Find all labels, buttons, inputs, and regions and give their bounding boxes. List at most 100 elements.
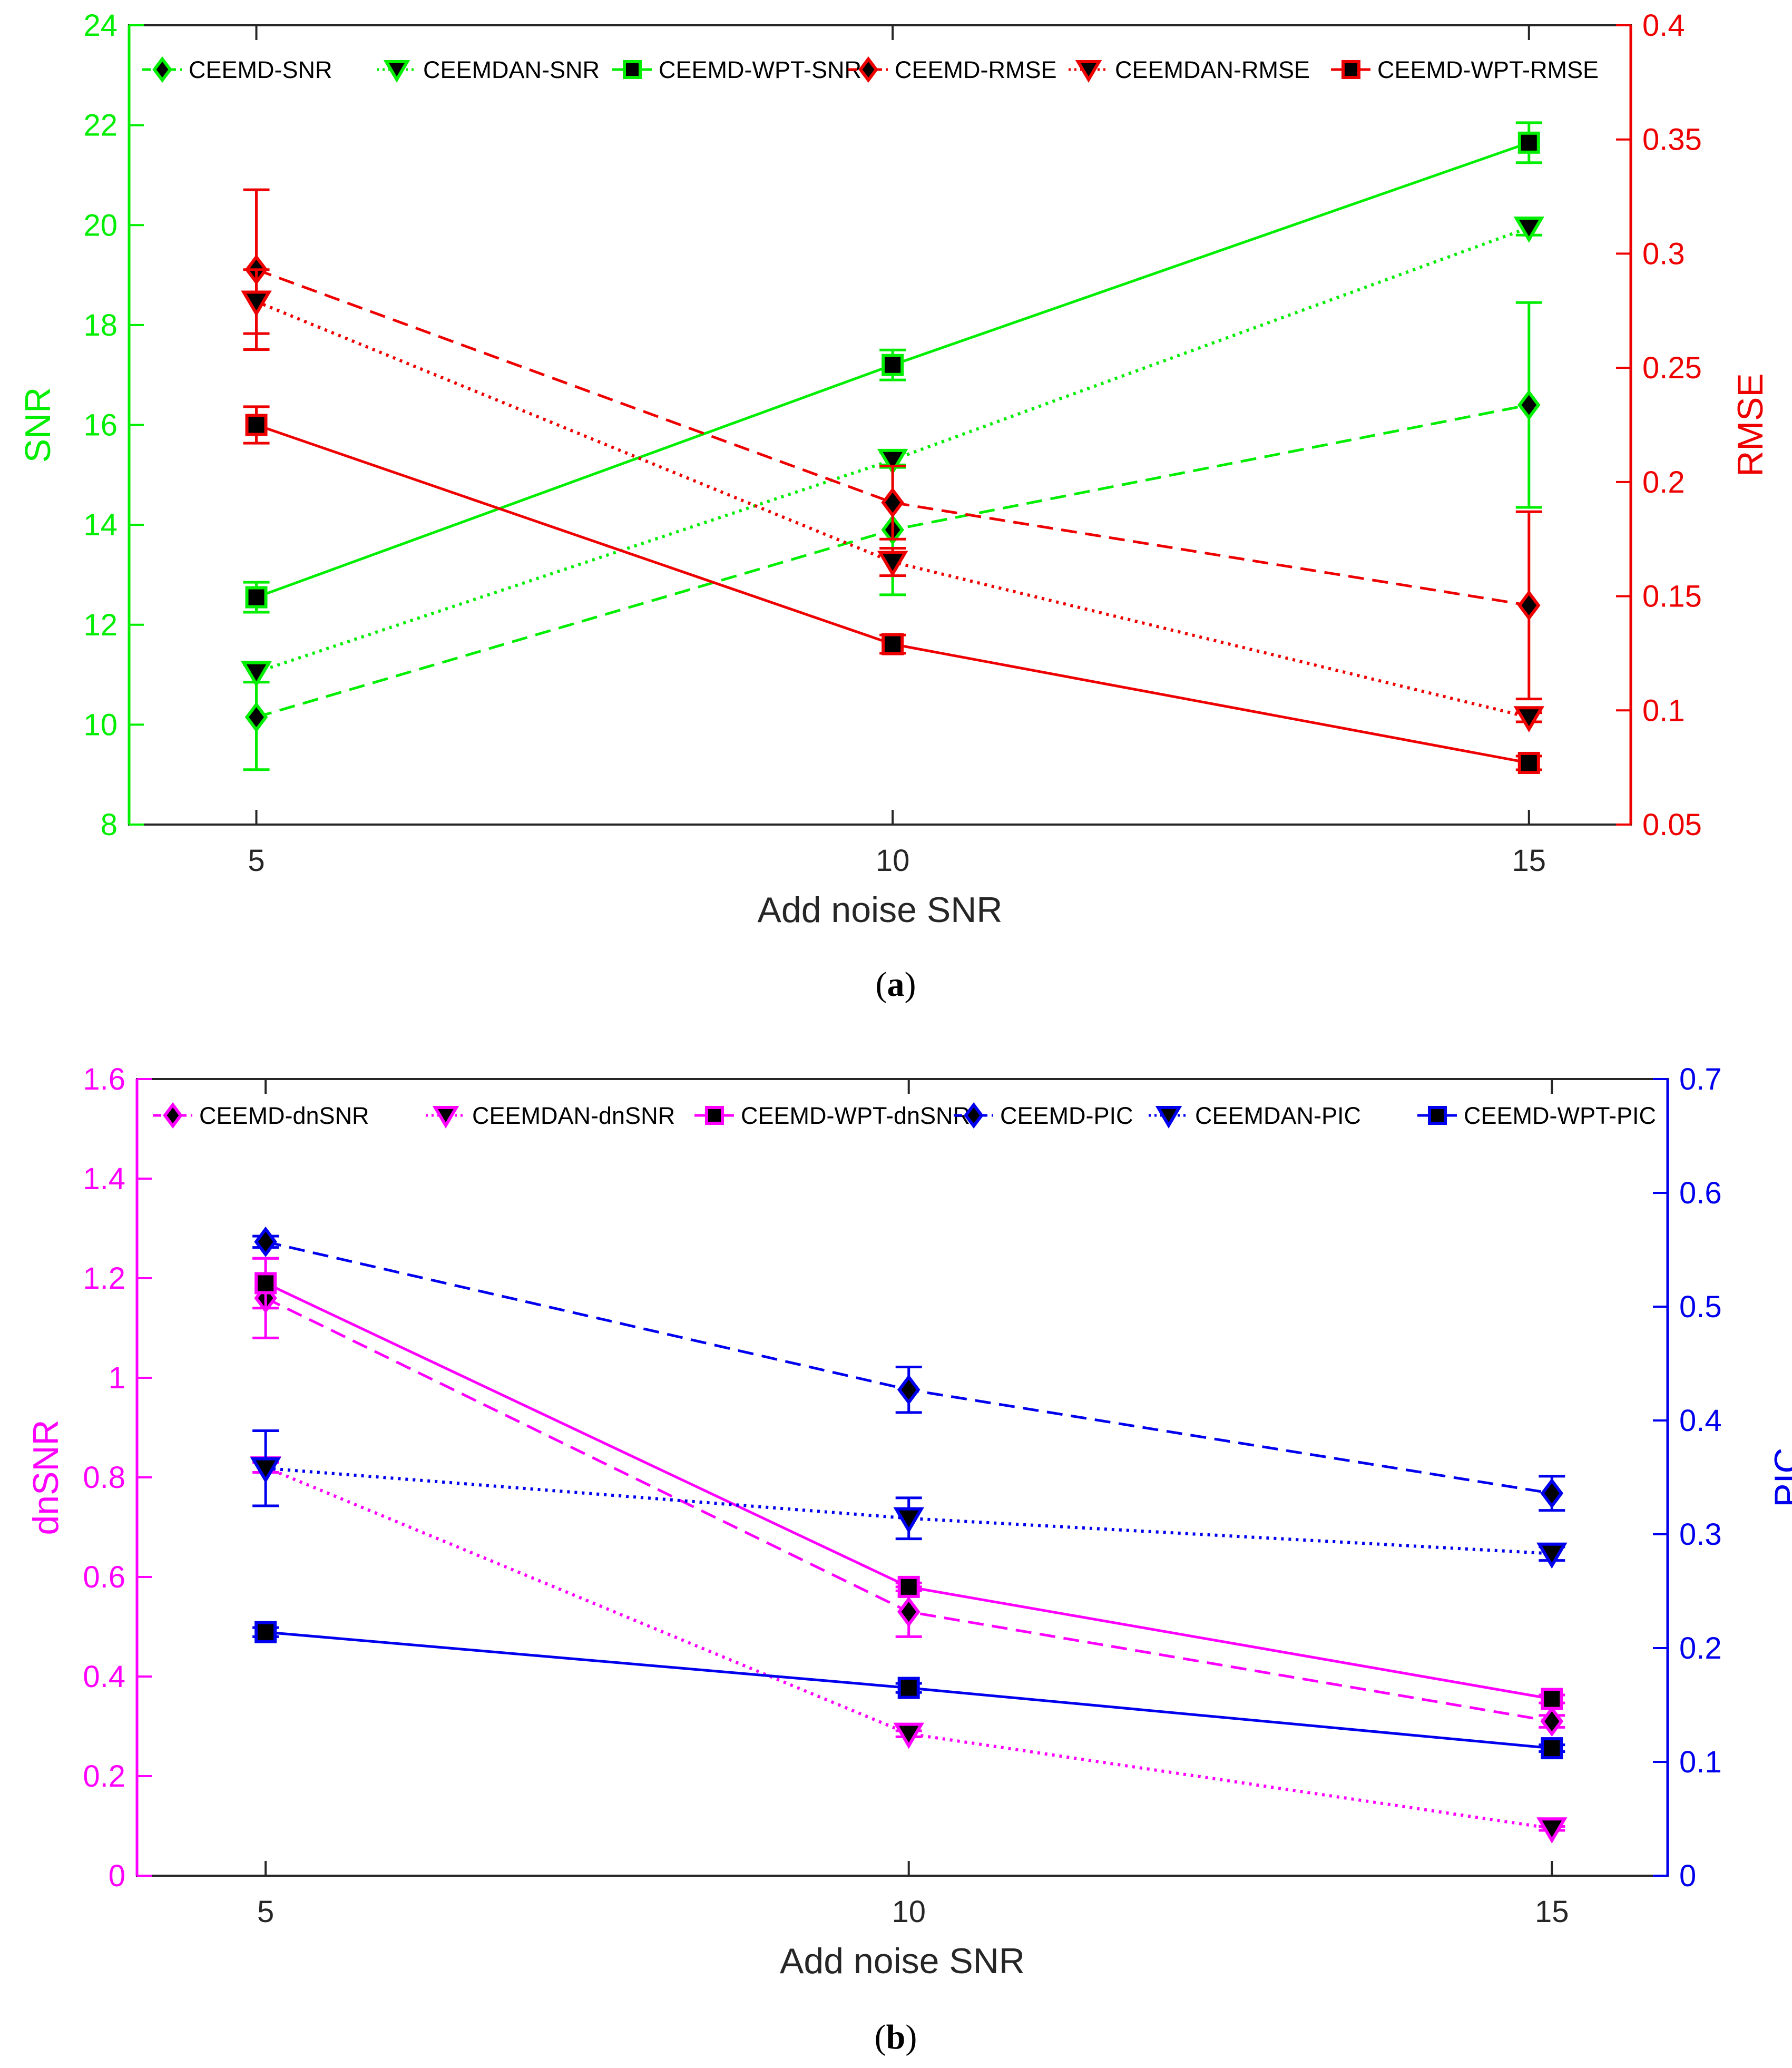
left-y-tick-label: 24 xyxy=(83,8,117,43)
series-line xyxy=(256,268,1530,607)
caption-paren-close: ) xyxy=(905,965,916,1004)
series-line xyxy=(256,226,1530,674)
legend-label: CEEMD-PIC xyxy=(1000,1102,1133,1129)
right-y-tick-label: 0.5 xyxy=(1679,1290,1722,1324)
right-y-tick-label: 0.6 xyxy=(1679,1176,1722,1210)
left-y-tick-label: 1.6 xyxy=(83,1062,125,1096)
right-y-axis-label: RMSE xyxy=(1730,373,1770,476)
data-point xyxy=(1513,706,1545,733)
left-y-tick-label: 1.4 xyxy=(83,1162,125,1196)
x-tick-label: 10 xyxy=(892,1895,926,1929)
data-point xyxy=(244,702,268,733)
data-point xyxy=(245,586,268,609)
data-point xyxy=(245,414,268,436)
legend-label: CEEMD-RMSE xyxy=(895,56,1057,83)
left-y-tick-label: 18 xyxy=(83,308,117,342)
legend: CEEMD-SNR CEEMDAN-SNR CEEMD-WPT-SNR CEEMD-R… xyxy=(142,56,1599,83)
right-y-tick-label: 0.05 xyxy=(1642,808,1702,842)
data-point xyxy=(897,1575,920,1598)
legend-label: CEEMDAN-SNR xyxy=(423,56,600,83)
right-y-tick-label: 0.2 xyxy=(1642,465,1685,499)
data-point xyxy=(254,1226,277,1257)
data-point xyxy=(241,661,272,688)
series-ceemd-wpt-dnsnr xyxy=(252,1257,1565,1710)
right-y-tick-label: 0.2 xyxy=(1679,1631,1722,1665)
data-point xyxy=(877,551,908,577)
data-point xyxy=(877,448,908,475)
series-ceemd-wpt-snr xyxy=(243,121,1542,614)
left-y-tick-label: 1.2 xyxy=(83,1261,125,1296)
legend-label: CEEMD-dnSNR xyxy=(199,1102,369,1129)
x-axis-label: Add noise SNR xyxy=(780,1941,1025,1981)
data-point xyxy=(254,1272,277,1295)
legend-label: CEEMD-WPT-SNR xyxy=(659,56,861,83)
left-y-tick-label: 10 xyxy=(83,708,117,742)
right-y-axis-label: PIC xyxy=(1767,1447,1792,1507)
legend-marker xyxy=(152,56,172,83)
legend-marker xyxy=(705,1106,724,1125)
data-point xyxy=(882,633,904,655)
x-tick-label: 10 xyxy=(876,844,910,878)
panel-a: 5 10 15 8 10 12 14 16 18 20 22 24 0.05 0.1 0.15 0.2 0.25… xyxy=(18,8,1770,1004)
legend-label: CEEMD-WPT-PIC xyxy=(1464,1102,1656,1129)
data-point xyxy=(254,1621,277,1643)
data-point xyxy=(1541,1688,1563,1710)
data-point xyxy=(1541,1737,1563,1760)
series-ceemdan-rmse xyxy=(241,268,1545,733)
left-y-tick-label: 1 xyxy=(109,1361,125,1395)
x-tick-label: 5 xyxy=(257,1895,274,1929)
legend-marker xyxy=(623,60,642,79)
right-y-tick-label: 0.35 xyxy=(1642,123,1702,157)
left-y-tick-label: 14 xyxy=(83,508,117,542)
legend-label: CEEMD-WPT-RMSE xyxy=(1377,56,1599,83)
left-y-tick-label: 20 xyxy=(83,208,117,242)
series-ceemdan-pic xyxy=(250,1429,1568,1569)
legend-label: CEEMD-SNR xyxy=(189,56,332,83)
plot-frame xyxy=(128,24,1632,826)
right-y-tick-label: 0.3 xyxy=(1679,1517,1722,1552)
series-line xyxy=(265,1466,1552,1830)
panel-caption: (a) xyxy=(876,965,916,1004)
right-y-tick-label: 0.15 xyxy=(1642,580,1702,614)
data-point xyxy=(882,354,904,376)
data-point xyxy=(1517,751,1540,774)
left-y-tick-label: 8 xyxy=(101,808,117,842)
caption-letter: a xyxy=(887,965,905,1004)
caption-paren-open: ( xyxy=(876,965,887,1004)
x-tick-label: 5 xyxy=(248,844,265,878)
legend-marker xyxy=(1155,1106,1182,1129)
legend: CEEMD-dnSNR CEEMDAN-dnSNR CEEMD-WPT-dnSNR C… xyxy=(153,1102,1656,1129)
legend-marker xyxy=(1341,60,1360,79)
data-point xyxy=(1536,1817,1568,1844)
left-y-tick-label: 0.2 xyxy=(83,1759,125,1793)
left-y-tick-label: 12 xyxy=(83,608,117,642)
data-point xyxy=(897,1374,921,1405)
left-y-tick-label: 0.4 xyxy=(83,1660,125,1694)
right-y-tick-label: 0.3 xyxy=(1642,237,1685,271)
legend-marker xyxy=(432,1106,459,1129)
panel-b: 5 10 15 0 0.2 0.4 0.6 0.8 1 1.2 1.4 1.6 0 0.1 0.2 0.3 0.… xyxy=(26,1062,1792,2056)
legend-label: CEEMDAN-PIC xyxy=(1195,1102,1361,1129)
right-y-tick-label: 0.1 xyxy=(1679,1745,1722,1779)
x-axis-label: Add noise SNR xyxy=(758,890,1003,930)
plot-frame xyxy=(136,1078,1669,1877)
left-y-tick-label: 0 xyxy=(109,1859,125,1893)
legend-marker xyxy=(1075,60,1102,83)
series-line xyxy=(265,1466,1552,1555)
series-ceemd-pic xyxy=(252,1226,1565,1512)
caption-letter: b xyxy=(886,2018,906,2056)
series-ceemd-wpt-rmse xyxy=(243,405,1542,774)
legend-marker xyxy=(1428,1106,1447,1125)
left-y-tick-label: 22 xyxy=(83,109,117,143)
legend-marker xyxy=(383,60,410,83)
data-point xyxy=(241,290,272,317)
data-point xyxy=(893,1507,924,1534)
left-y-tick-label: 16 xyxy=(83,408,117,443)
legend-marker xyxy=(858,56,878,83)
right-y-tick-label: 0.4 xyxy=(1679,1404,1722,1438)
series-ceemd-dnsnr xyxy=(252,1257,1565,1737)
data-point xyxy=(1517,131,1540,154)
data-point xyxy=(250,1457,281,1484)
data-point xyxy=(1513,216,1545,243)
series-ceemdan-snr xyxy=(241,216,1545,688)
